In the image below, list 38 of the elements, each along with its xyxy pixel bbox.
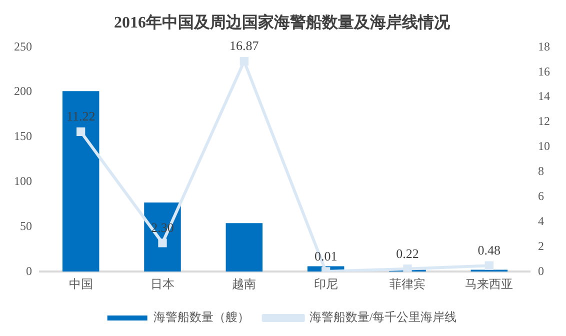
point [484,261,494,270]
y-tick-label: 50 [20,218,32,233]
chart-title: 2016年中国及周边国家海警船数量及海岸线情况 [114,12,451,32]
bar [226,223,263,272]
y-tick-label: 0 [26,264,32,278]
y-tick-label: 250 [14,39,32,54]
y-tick-label: 100 [14,174,32,188]
y2-tick-label: 12 [538,114,550,128]
point [76,127,86,136]
y2-tick-label: 0 [538,264,544,278]
data-label: 11.22 [66,108,96,124]
x-tick-label: 日本 [150,276,174,291]
x-tick-label: 越南 [232,276,256,291]
y2-tick-label: 16 [538,64,550,78]
data-label: 0.01 [314,248,338,264]
data-label: 0.22 [396,246,419,261]
y2-tick-label: 18 [538,39,550,54]
bar [144,202,181,272]
y2-tick-label: 4 [538,214,544,228]
data-label: 0.48 [478,242,501,258]
legend-label: 海警船数量/每千公里海岸线 [309,310,457,324]
x-tick-label: 马来西亚 [465,276,514,291]
legend-label: 海警船数量（艘） [153,310,250,324]
y2-tick-label: 2 [538,238,544,253]
x-tick-label: 中国 [68,276,93,291]
data-label: 16.87 [230,38,260,54]
y2-tick-label: 10 [538,139,550,154]
y-tick-label: 200 [14,84,32,98]
point [240,56,248,66]
point [158,238,167,248]
point [403,264,412,272]
bar [62,91,100,272]
y2-tick-label: 8 [538,164,544,178]
x-tick-label: 印尼 [314,276,338,291]
y2-tick-label: 6 [538,188,544,203]
y-tick-label: 150 [14,129,32,144]
y2-tick-label: 14 [538,89,550,104]
x-tick-label: 菲律宾 [390,276,426,291]
